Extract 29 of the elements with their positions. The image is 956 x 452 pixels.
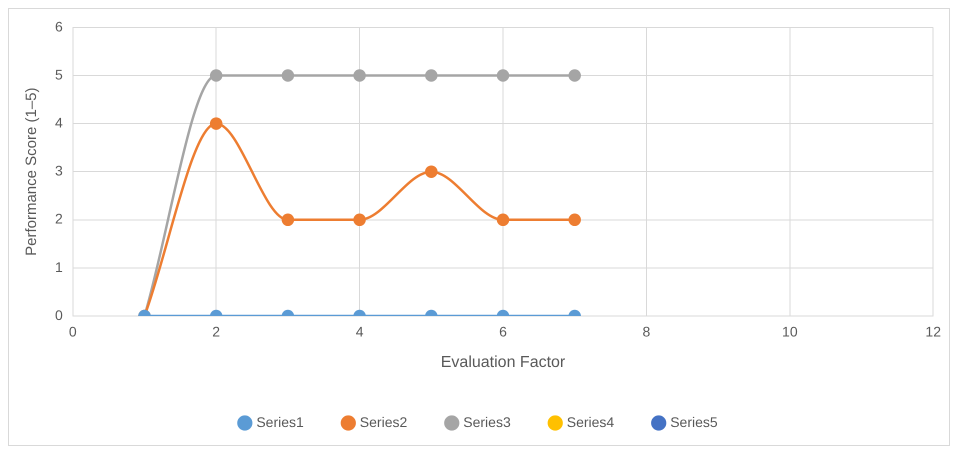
point: [210, 69, 222, 82]
legend-label: Series1: [256, 414, 304, 430]
x-tick-label: 6: [499, 323, 508, 340]
y-tick-label: 4: [54, 114, 63, 130]
point: [353, 69, 366, 82]
y-tick-label: 5: [54, 66, 63, 82]
point: [425, 69, 438, 82]
legend-label: Series4: [566, 414, 614, 430]
point: [210, 117, 222, 130]
x-tick-label: 0: [68, 323, 77, 340]
point: [282, 69, 294, 82]
x-tick-label: 8: [642, 323, 651, 340]
point: [496, 69, 510, 82]
y-tick-label: 0: [54, 306, 63, 323]
y-tick-label: 6: [54, 18, 63, 34]
point: [425, 165, 438, 178]
y-tick-label: 1: [54, 258, 63, 275]
y-axis-title: Performance Score (1–5): [23, 87, 40, 256]
x-axis-title: Evaluation Factor: [440, 354, 566, 371]
y-tick-label: 3: [54, 162, 63, 179]
x-tick-label: 12: [925, 323, 942, 340]
point: [568, 69, 581, 82]
legend-label: Series2: [360, 414, 408, 430]
x-tick-label: 4: [356, 323, 364, 340]
x-tick-label: 10: [782, 323, 798, 340]
y-tick-label: 2: [54, 210, 63, 227]
x-tick-label: 2: [212, 323, 220, 340]
legend-label: Series3: [463, 414, 511, 430]
legend-label: Series5: [670, 414, 718, 430]
